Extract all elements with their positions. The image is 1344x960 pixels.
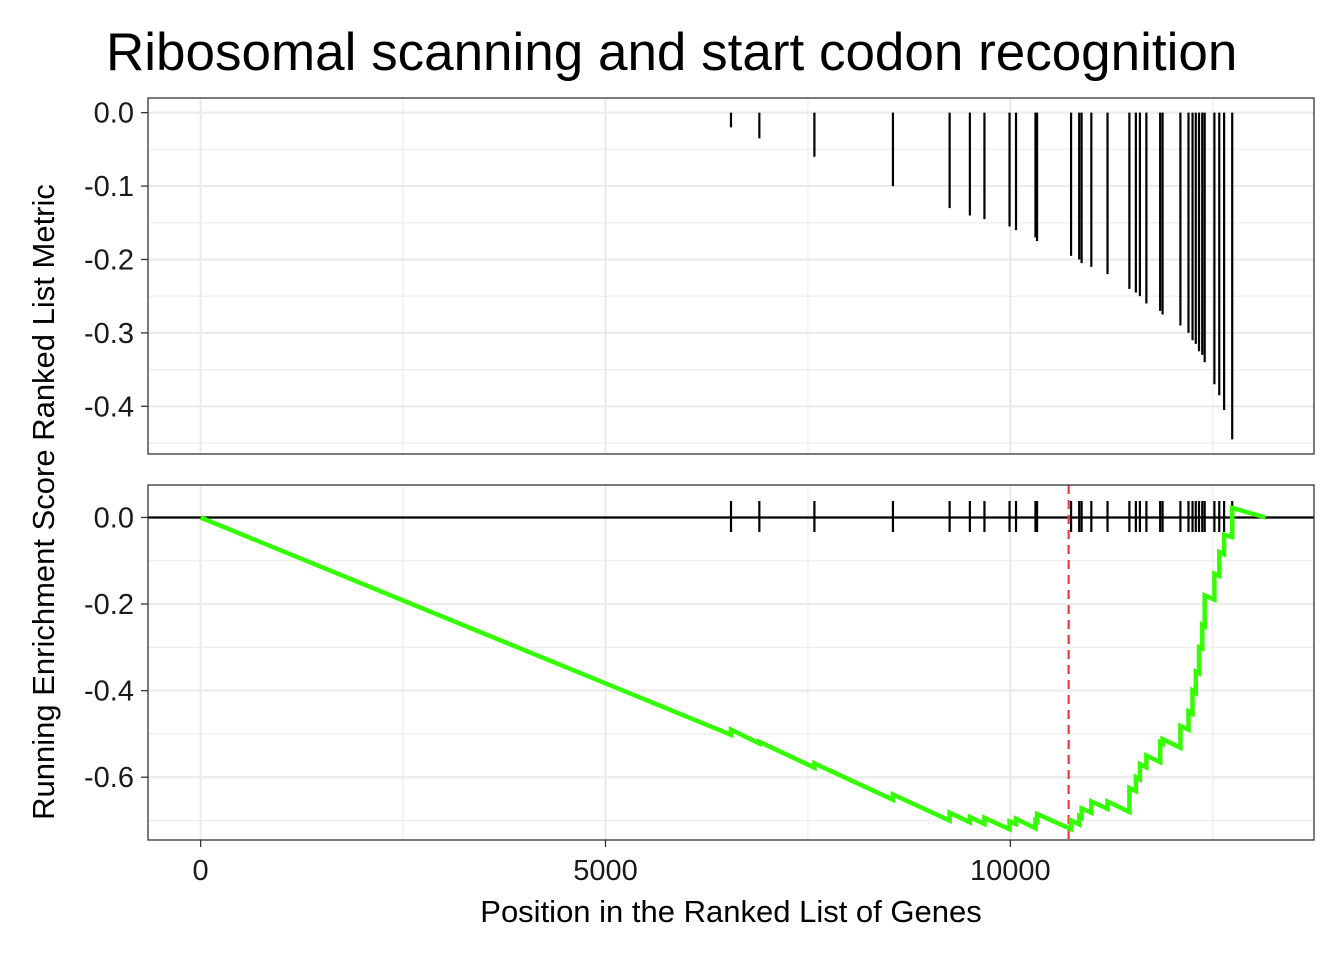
y-axis-title: Running Enrichment Score Ranked List Met… — [26, 184, 61, 820]
es-panel-border — [147, 484, 1315, 841]
metric-y-tick-label: -0.1 — [84, 171, 134, 203]
metric-panel-background — [148, 98, 1314, 454]
metric-panel-border — [147, 97, 1315, 455]
es-y-tick-label: -0.6 — [84, 762, 134, 794]
es-panel-background — [148, 485, 1314, 840]
metric-y-tick-label: -0.4 — [84, 391, 134, 423]
metric-bars — [729, 112, 1234, 440]
chart-title: Ribosomal scanning and start codon recog… — [106, 23, 1237, 82]
es-y-tick-label: 0.0 — [94, 502, 134, 534]
x-tick-label: 10000 — [970, 855, 1051, 887]
metric-panel: 0.0 -0.1 -0.2 -0.3 -0.4 — [84, 97, 1315, 455]
x-axis: 0 5000 10000 — [193, 840, 1051, 887]
es-panel: 0.0 -0.2 -0.4 -0.6 — [84, 484, 1315, 841]
x-axis-title: Position in the Ranked List of Genes — [480, 894, 981, 929]
es-y-tick-label: -0.2 — [84, 589, 134, 621]
es-line — [199, 504, 1267, 833]
x-tick-label: 0 — [193, 855, 209, 887]
metric-y-tick-label: -0.3 — [84, 318, 134, 350]
es-y-axis: 0.0 -0.2 -0.4 -0.6 — [84, 502, 148, 794]
metric-y-tick-label: -0.2 — [84, 244, 134, 276]
metric-y-axis: 0.0 -0.1 -0.2 -0.3 -0.4 — [84, 98, 148, 423]
es-y-tick-label: -0.4 — [84, 676, 134, 708]
metric-y-tick-label: 0.0 — [94, 98, 134, 130]
es-overlay — [148, 485, 1314, 840]
x-tick-label: 5000 — [573, 855, 638, 887]
